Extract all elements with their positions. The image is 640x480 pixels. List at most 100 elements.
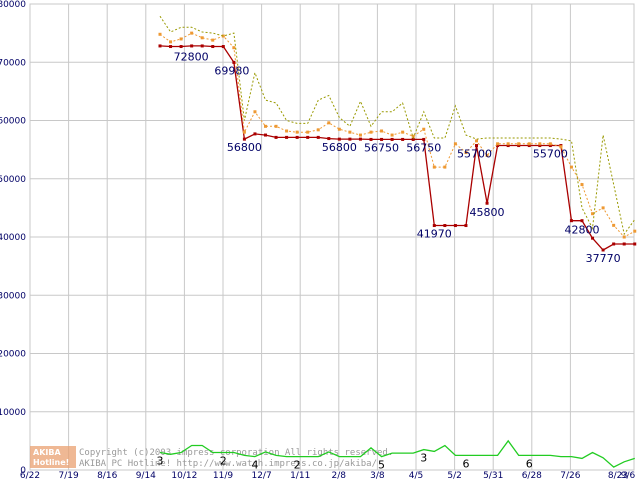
data-point [390,137,394,141]
data-point [232,60,236,64]
data-point [274,135,278,139]
x-tick-label: 6/28 [522,471,542,480]
data-point [295,130,299,134]
data-point [506,144,510,148]
count-data-label: 5 [378,459,385,472]
data-point [158,32,162,36]
price-data-label: 69980 [214,64,249,77]
max-price-series [159,15,636,236]
data-point [264,133,267,137]
data-point [496,142,500,146]
data-point [591,236,595,240]
data-point [506,142,510,146]
data-point [591,212,595,216]
data-point [158,44,162,48]
y-tick-label: 10000 [0,408,26,418]
x-tick-label: 4/5 [409,471,423,480]
count-data-label: 6 [462,457,469,470]
count-data-label: 4 [251,459,258,472]
avg-price-series-line [159,32,636,238]
y-tick-label: 0 [20,466,26,476]
data-point [422,137,426,141]
watermark: AKIBA Hotline! Copyright (c)2003 impress… [30,446,393,469]
data-point [485,153,489,157]
data-point [316,135,320,139]
data-point [464,151,468,155]
x-tick-label: 2/8 [332,471,347,480]
data-point [633,242,637,246]
data-point [253,110,257,114]
data-point [390,133,394,137]
price-data-label: 72800 [174,51,209,64]
shop-count-series-line [159,439,635,468]
data-point [475,144,478,148]
data-point [327,121,331,125]
data-point [453,142,457,146]
grid [29,3,635,471]
count-data-label: 2 [294,459,301,472]
y-axis-tick-labels: 0 10000 20000 30000 40000 50000 60000 70000 8000… [0,0,26,476]
data-point [348,130,352,134]
data-point [242,130,246,134]
data-point [358,137,362,141]
data-point [369,130,373,134]
data-point [517,142,521,146]
data-point [200,44,204,48]
price-data-label: 56800 [227,141,262,154]
data-point [253,132,257,136]
count-data-label: 3 [420,452,427,465]
data-point [401,130,405,134]
data-point [633,229,637,233]
avg-price-series [158,31,637,239]
data-point [358,133,362,137]
data-point [569,219,573,223]
x-axis-tick-labels: 6/22 7/19 8/16 9/14 10/12 11/9 12/7 1/11 2/8 3/8 4… [20,471,636,480]
data-point [517,144,521,148]
data-point [432,224,436,228]
x-tick-label: 5/31 [483,471,503,480]
price-data-label: 55700 [457,148,492,161]
data-point [496,144,500,148]
x-tick-label: 5/2 [447,471,461,480]
data-point [411,137,415,141]
data-point [453,224,457,228]
data-point [380,137,384,141]
data-point [285,135,289,139]
data-point [211,45,215,49]
data-point [337,137,341,141]
data-point [232,46,236,50]
price-data-label: 41970 [417,228,452,241]
data-point [622,235,626,239]
data-point [179,37,183,41]
data-point [327,137,331,141]
shop-count-series [159,439,635,468]
data-point [380,129,384,133]
data-point [221,34,225,38]
data-point [306,135,310,139]
data-point [548,144,552,148]
data-point [295,135,299,139]
price-data-label: 42800 [565,224,600,237]
data-point [285,129,289,133]
data-point [475,139,478,143]
y-tick-label: 30000 [0,291,26,301]
data-point [190,44,194,48]
data-labels-layer: 72800 69980 56800 56800 56750 56750 41970 55700… [157,51,621,472]
data-point [169,45,173,49]
watermark-logo-bottom: Hotline! [33,458,69,467]
data-point [464,224,468,228]
data-point [580,183,584,187]
data-point [316,128,320,132]
data-point [274,124,278,128]
data-point [580,219,584,223]
y-tick-label: 70000 [0,58,26,68]
price-data-label: 45800 [470,206,505,219]
price-data-label: 56750 [364,141,399,154]
data-point [432,165,436,169]
data-point [401,137,405,141]
x-tick-label: 9/14 [136,471,156,480]
data-point [221,45,225,49]
x-tick-label: 7/26 [560,471,580,480]
